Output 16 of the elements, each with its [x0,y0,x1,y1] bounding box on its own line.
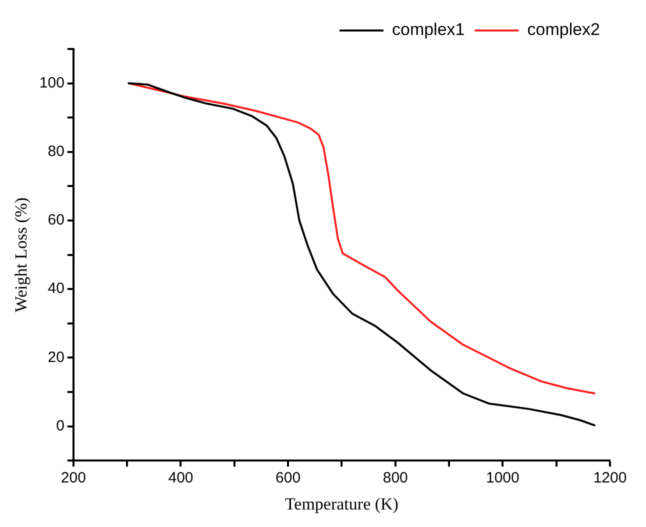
y-tick-label: 40 [48,280,64,298]
y-axis-title: Weight Loss (%) [12,197,31,312]
x-tick-label: 1000 [486,470,520,487]
x-tick-label: 200 [60,470,86,487]
y-tick-label: 60 [48,212,64,229]
x-tick-label: 1200 [593,470,627,487]
x-axis-title: Temperature (K) [284,494,398,514]
y-tick-label: 100 [39,74,64,92]
legend-label: complex2 [527,20,600,40]
y-tick-label: 80 [48,143,64,160]
y-tick-label: 0 [56,417,64,434]
legend-label: complex1 [392,20,465,40]
x-tick-label: 600 [276,470,301,487]
x-tick-label: 800 [382,470,408,487]
y-tick-label: 20 [48,348,64,366]
x-tick-label: 400 [168,470,194,487]
